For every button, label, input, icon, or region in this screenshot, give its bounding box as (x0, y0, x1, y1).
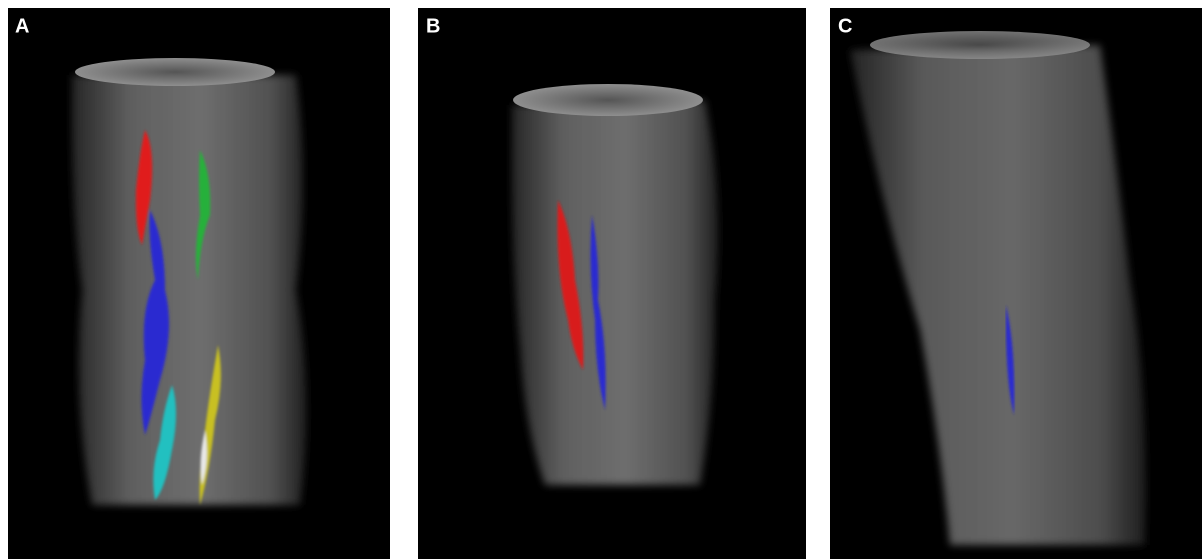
panel-label: B (426, 15, 440, 37)
bone-top (75, 58, 275, 86)
panel-label: A (15, 15, 29, 37)
bone-top (513, 84, 703, 116)
bone-top (870, 31, 1090, 59)
panel-b: B (418, 8, 806, 559)
panel-c: C (830, 8, 1202, 559)
bone-render (512, 100, 719, 485)
panel-label: C (838, 15, 852, 37)
figure: A B C (0, 0, 1202, 559)
panel-a: A (8, 8, 390, 559)
bone-render (72, 75, 307, 505)
